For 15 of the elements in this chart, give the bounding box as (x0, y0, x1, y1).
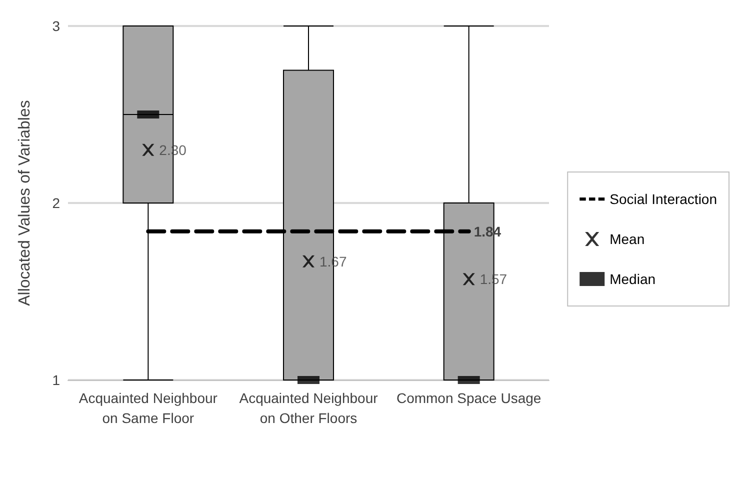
data-label: 1.57 (480, 271, 508, 288)
x-tick-label: Acquainted Neighbour on Same Floor (78, 390, 218, 426)
point (142, 144, 154, 156)
x-tick-label: Common Space Usage (396, 390, 542, 406)
point (462, 273, 475, 286)
legend-label: Median (610, 271, 656, 287)
x-tick-label: Acquainted Neighbour on Other Floors (239, 390, 378, 426)
legend-label: Mean (610, 231, 645, 247)
y-tick-label: 2 (52, 195, 60, 211)
legend-label: Social Interaction (610, 191, 718, 207)
y-tick-label: 3 (52, 18, 60, 34)
data-label: 1.67 (320, 253, 347, 270)
y-tick-label: 1 (52, 372, 60, 388)
point (302, 255, 314, 268)
y-axis-title: Allocated Values of Variables (16, 100, 34, 306)
